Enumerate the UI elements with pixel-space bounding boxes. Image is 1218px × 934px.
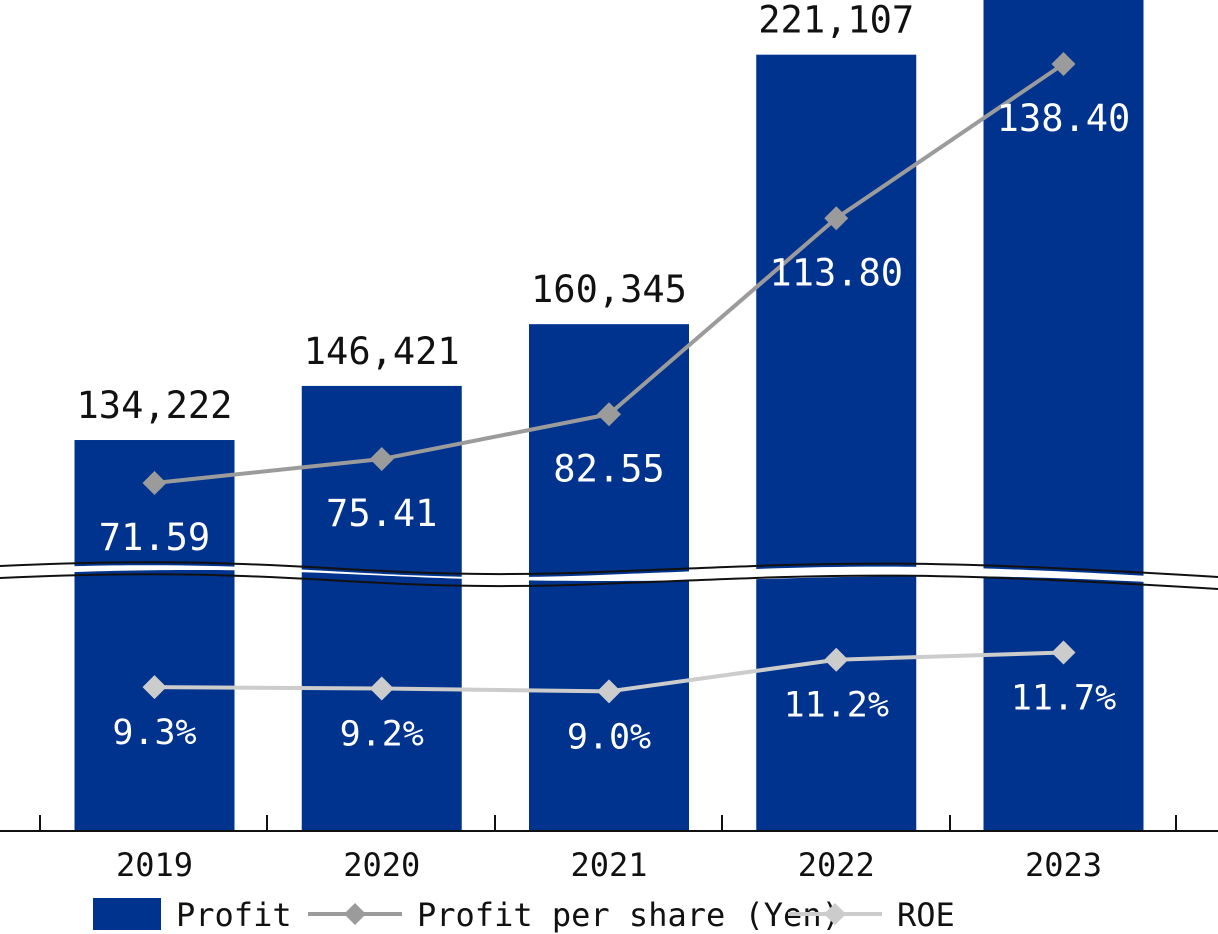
roe-label: 9.0%: [567, 717, 651, 757]
x-tick-label: 2019: [116, 846, 193, 884]
profit-per-share-point: [142, 470, 167, 495]
profit-per-share-label: 75.41: [326, 492, 437, 535]
profit-per-share-point: [1051, 51, 1076, 76]
x-tick-label: 2023: [1025, 846, 1102, 884]
profit-per-share-label: 71.59: [99, 516, 210, 559]
axis-break-line-bottom: [0, 573, 1218, 590]
legend-roe-marker: [824, 903, 846, 925]
legend-eps-marker: [344, 903, 366, 925]
x-tick-label: 2022: [798, 846, 875, 884]
profit-bar: [983, 0, 1144, 831]
axis-break-line-top: [0, 561, 1218, 578]
roe-point: [824, 647, 849, 672]
profit-value-label: 146,421: [304, 330, 460, 373]
roe-point: [369, 676, 394, 701]
profit-per-share-point: [597, 402, 621, 427]
roe-label: 9.2%: [340, 715, 424, 755]
x-tick-label: 2021: [570, 846, 647, 884]
profit-per-share-label: 138.40: [997, 97, 1131, 140]
legend-roe-label: ROE: [897, 896, 955, 934]
legend-eps-label: Profit per share (Yen): [417, 896, 841, 934]
profit-value-label: 160,345: [531, 268, 687, 311]
roe-point: [142, 675, 167, 700]
legend-profit-label: Profit: [176, 896, 292, 934]
roe-label: 11.2%: [784, 686, 889, 726]
roe-label: 9.3%: [112, 713, 196, 753]
profit-per-share-point: [369, 447, 394, 472]
profit-bar: [74, 440, 235, 831]
profit-per-share-label: 82.55: [553, 447, 664, 490]
profit-per-share-label: 113.80: [769, 251, 903, 294]
x-tick-label: 2020: [343, 846, 420, 884]
legend-profit-swatch: [93, 898, 161, 930]
profit-value-label: 134,222: [77, 384, 233, 427]
roe-point: [597, 679, 621, 704]
profit-value-label: 221,107: [758, 0, 914, 42]
profit-per-share-point: [824, 206, 849, 231]
roe-label: 11.7%: [1011, 679, 1116, 719]
roe-point: [1051, 640, 1076, 665]
axis-break-band: [0, 565, 1218, 586]
